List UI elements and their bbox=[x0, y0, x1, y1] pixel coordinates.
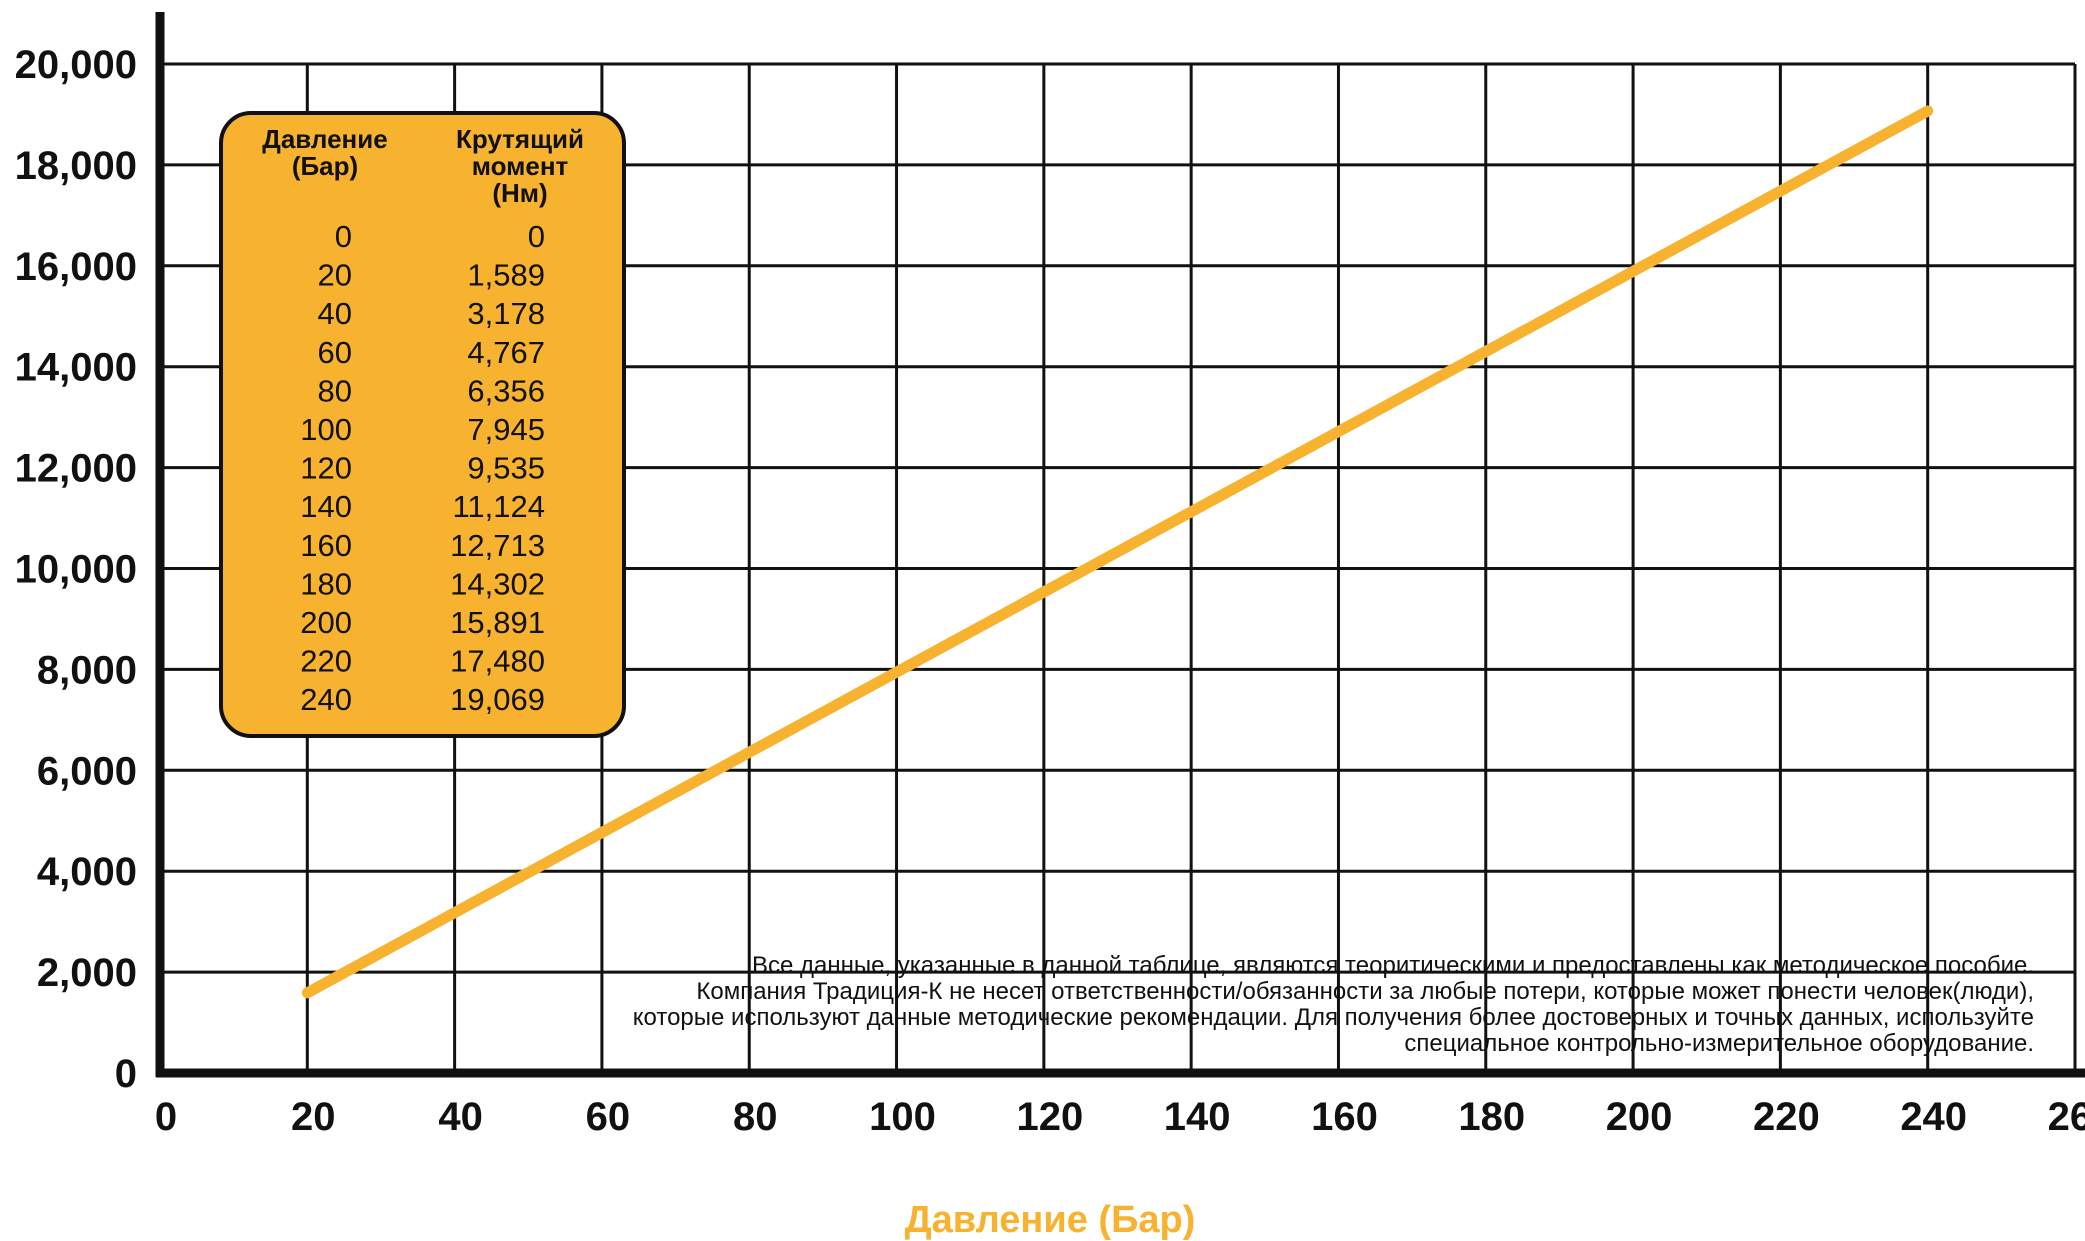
x-tick-label: 60 bbox=[586, 1095, 631, 1139]
disclaimer-line: специальное контрольно-измерительное обо… bbox=[1404, 1030, 2034, 1057]
series-line bbox=[301, 105, 1934, 999]
x-tick-labels: 0 20 40 60 80 100 120 140 160 180 200 220 240 260 bbox=[155, 1095, 2085, 1139]
table-cell: 19,069 bbox=[450, 682, 545, 717]
table-cell: 6,356 bbox=[467, 373, 545, 408]
x-tick-label: 120 bbox=[1016, 1095, 1083, 1139]
table-cell: 120 bbox=[300, 451, 352, 486]
x-tick-label: 0 bbox=[155, 1095, 177, 1139]
disclaimer-line: которые используют данные методические р… bbox=[633, 1004, 2034, 1031]
table-cell: 14,302 bbox=[450, 566, 545, 601]
table-header: (Нм) bbox=[492, 178, 547, 208]
x-tick-label: 100 bbox=[869, 1095, 936, 1139]
x-tick-label: 20 bbox=[291, 1095, 336, 1139]
table-cell: 80 bbox=[318, 373, 352, 408]
table-header: Крутящий bbox=[456, 124, 584, 154]
table-header: Давление bbox=[262, 124, 387, 154]
table-cell: 0 bbox=[528, 219, 545, 254]
y-tick-label: 2,000 bbox=[37, 951, 137, 995]
series-line-path bbox=[301, 105, 1934, 999]
table-header: момент bbox=[472, 151, 569, 181]
table-cell: 3,178 bbox=[467, 296, 545, 331]
y-tick-label: 6,000 bbox=[37, 749, 137, 793]
table-cell: 220 bbox=[300, 644, 352, 679]
table-cell: 160 bbox=[300, 528, 352, 563]
table-cell: 1,589 bbox=[467, 258, 545, 293]
table-cell: 17,480 bbox=[450, 644, 545, 679]
table-header: (Бар) bbox=[292, 151, 358, 181]
disclaimer-line: Компания Традиция-К не несет ответственн… bbox=[696, 978, 2034, 1005]
y-tick-label: 8,000 bbox=[37, 648, 137, 692]
y-tick-label: 16,000 bbox=[15, 245, 137, 289]
y-tick-label: 20,000 bbox=[15, 43, 137, 87]
y-tick-label: 12,000 bbox=[15, 447, 137, 491]
table-cell: 20 bbox=[318, 258, 352, 293]
disclaimer-line: Все данные, указанные в данной таблице, … bbox=[752, 952, 2034, 979]
x-tick-label: 260 bbox=[2048, 1095, 2085, 1139]
x-tick-label: 160 bbox=[1311, 1095, 1378, 1139]
table-cell: 240 bbox=[300, 682, 352, 717]
y-tick-labels: 0 2,000 4,000 6,000 8,000 10,000 12,000 14,000 1… bbox=[15, 43, 137, 1096]
x-axis-label: Давление (Бар) bbox=[905, 1199, 1196, 1241]
table-cell: 140 bbox=[300, 489, 352, 524]
table-cell: 4,767 bbox=[467, 335, 545, 370]
y-tick-label: 10,000 bbox=[15, 548, 137, 592]
y-tick-label: 14,000 bbox=[15, 346, 137, 390]
table-cell: 200 bbox=[300, 605, 352, 640]
x-tick-label: 220 bbox=[1753, 1095, 1820, 1139]
table-cell: 60 bbox=[318, 335, 352, 370]
x-tick-label: 180 bbox=[1458, 1095, 1525, 1139]
x-tick-label: 140 bbox=[1164, 1095, 1231, 1139]
table-box bbox=[219, 111, 626, 738]
x-tick-label: 80 bbox=[733, 1095, 778, 1139]
axes bbox=[155, 12, 2085, 1078]
table-cell: 0 bbox=[335, 219, 352, 254]
table-cell: 9,535 bbox=[467, 451, 545, 486]
x-tick-label: 200 bbox=[1606, 1095, 1673, 1139]
table-cell: 40 bbox=[318, 296, 352, 331]
table-cell: 12,713 bbox=[450, 528, 545, 563]
table-cell: 180 bbox=[300, 566, 352, 601]
table-cell: 11,124 bbox=[452, 489, 545, 524]
y-tick-label: 0 bbox=[115, 1052, 137, 1096]
x-tick-label: 240 bbox=[1900, 1095, 1967, 1139]
y-tick-label: 18,000 bbox=[15, 144, 137, 188]
table-cell: 15,891 bbox=[450, 605, 545, 640]
y-tick-label: 4,000 bbox=[37, 850, 137, 894]
table-cell: 100 bbox=[300, 412, 352, 447]
x-tick-label: 40 bbox=[438, 1095, 483, 1139]
table-cell: 7,945 bbox=[467, 412, 545, 447]
disclaimer-note: Все данные, указанные в данной таблице, … bbox=[633, 952, 2034, 1057]
